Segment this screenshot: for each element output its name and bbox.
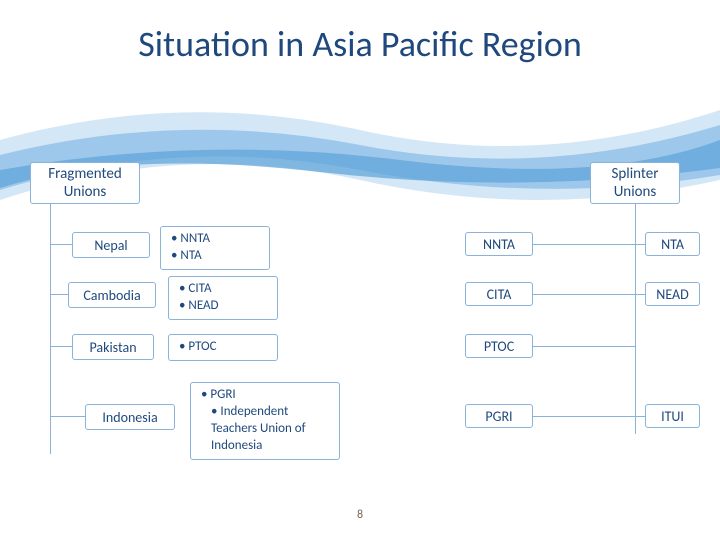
connector: [635, 294, 645, 295]
wave-background: [0, 80, 720, 230]
splinter-box: PGRI: [465, 404, 533, 428]
pakistan-bullets: PTOC: [168, 334, 278, 361]
splinter-unions-box: Splinter Unions: [590, 162, 680, 204]
bullet-item: CITA: [179, 281, 267, 298]
country-pakistan: Pakistan: [72, 334, 154, 360]
splinter-stem: [635, 204, 636, 434]
connector: [635, 416, 645, 417]
connector: [50, 244, 72, 245]
cambodia-bullets: CITA NEAD: [168, 276, 278, 320]
connector: [50, 346, 72, 347]
country-nepal: Nepal: [72, 232, 150, 258]
splinter-box: CITA: [465, 282, 533, 306]
fragmented-unions-box: Fragmented Unions: [30, 162, 140, 204]
splinter-box: PTOC: [465, 334, 533, 358]
splinter-box: NEAD: [645, 282, 700, 306]
slide-title: Situation in Asia Pacific Region: [0, 0, 720, 66]
bullet-item: NNTA: [171, 231, 259, 248]
bullet-item: PGRI: [201, 387, 329, 404]
splinter-box: ITUI: [645, 404, 700, 428]
connector: [533, 416, 635, 417]
page-number: 8: [357, 508, 363, 522]
nepal-bullets: NNTA NTA: [160, 226, 270, 270]
bullet-item: PTOC: [179, 339, 267, 356]
connector: [533, 294, 635, 295]
indonesia-bullets: PGRI Independent Teachers Union of Indon…: [190, 382, 340, 460]
connector: [533, 346, 635, 347]
country-cambodia: Cambodia: [68, 282, 156, 308]
connector: [635, 244, 645, 245]
connector: [533, 244, 635, 245]
splinter-box: NTA: [645, 232, 700, 256]
bullet-item: NEAD: [179, 298, 267, 315]
connector: [50, 294, 68, 295]
splinter-box: NNTA: [465, 232, 533, 256]
bullet-item: Independent Teachers Union of Indonesia: [201, 404, 329, 455]
country-indonesia: Indonesia: [85, 404, 175, 430]
connector: [50, 416, 85, 417]
bullet-item: NTA: [171, 248, 259, 265]
